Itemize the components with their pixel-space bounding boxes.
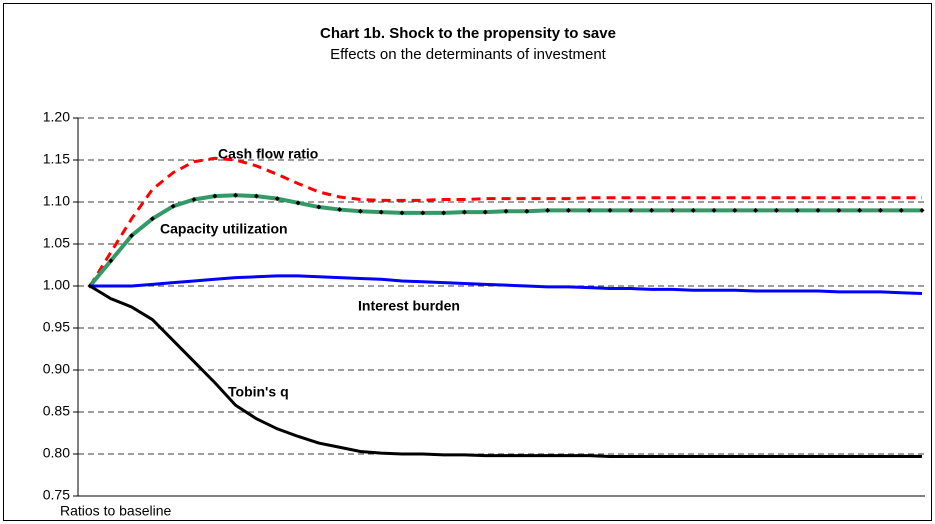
series-marker [108,258,114,264]
series-marker [441,210,447,216]
series-marker [212,193,218,199]
series-marker [711,207,717,213]
series-marker [628,207,634,213]
y-tick-label: 1.05 [43,235,70,251]
y-tick-label: 1.00 [43,277,70,293]
y-tick-label: 0.75 [43,487,70,503]
chart-subtitle: Effects on the determinants of investmen… [330,46,607,63]
series-marker [836,207,842,213]
series-marker [732,207,738,213]
series-marker [482,209,488,215]
series-marker [274,196,280,202]
series-marker [794,207,800,213]
series-marker [399,210,405,216]
y-tick-label: 1.15 [43,151,70,167]
y-tick-label: 0.85 [43,403,70,419]
chart-title: Chart 1b. Shock to the propensity to sav… [320,25,616,42]
series-marker [773,207,779,213]
series-marker [586,207,592,213]
series-marker [253,193,259,199]
y-axis-label: Ratios to baseline [60,503,172,519]
series-marker [545,207,551,213]
series-marker [649,207,655,213]
series-marker [669,207,675,213]
series-marker [815,207,821,213]
series-marker [607,207,613,213]
series-marker [690,207,696,213]
series-label: Capacity utilization [160,221,288,237]
series-marker [191,196,197,202]
series-marker [149,216,155,222]
series-label: Tobin's q [228,384,289,400]
y-tick-label: 0.90 [43,361,70,377]
series-marker [461,209,467,215]
series-marker [337,207,343,213]
series-line [88,156,922,287]
series-marker [919,207,925,213]
series-marker [524,208,530,214]
series-marker [503,208,509,214]
series-line [90,274,923,296]
series-marker [295,200,301,206]
series-marker [898,207,904,213]
chart-frame [3,3,932,521]
series-marker [129,233,135,239]
series-marker [857,207,863,213]
y-tick-label: 1.20 [43,109,70,125]
y-tick-label: 0.95 [43,319,70,335]
y-tick-label: 0.80 [43,445,70,461]
series-marker [877,207,883,213]
series-marker [233,192,239,198]
y-tick-label: 1.10 [43,193,70,209]
series-marker [170,203,176,209]
series-marker [357,208,363,214]
series-marker [378,209,384,215]
series-line [89,284,922,459]
series-label: Cash flow ratio [218,146,318,162]
series-label: Interest burden [358,298,460,314]
series-marker [316,204,322,210]
series-marker [753,207,759,213]
series-marker [565,207,571,213]
series-marker [420,210,426,216]
